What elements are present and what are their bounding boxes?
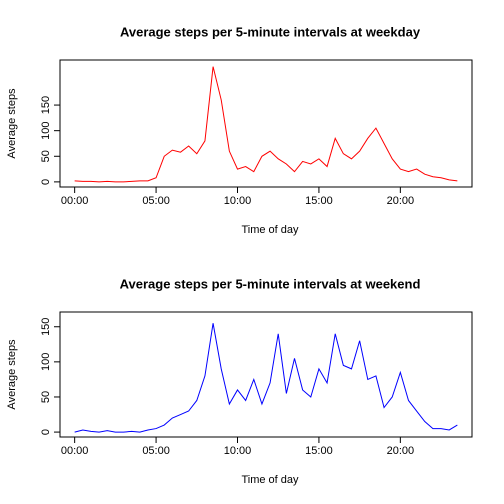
x-tick-label: 20:00 bbox=[387, 195, 415, 207]
x-tick-label: 00:00 bbox=[61, 195, 89, 207]
y-axis-label: Average steps bbox=[6, 339, 18, 410]
x-tick-label: 10:00 bbox=[224, 445, 252, 457]
line-series bbox=[74, 66, 458, 183]
line-series bbox=[74, 323, 458, 433]
y-tick-label: 50 bbox=[40, 391, 52, 403]
y-tick-label: 100 bbox=[40, 353, 52, 371]
y-axis-label: Average steps bbox=[6, 88, 18, 159]
x-axis-label: Time of day bbox=[241, 474, 299, 486]
x-tick-label: 15:00 bbox=[305, 195, 333, 207]
y-tick-label: 150 bbox=[40, 318, 52, 336]
x-tick-label: 20:00 bbox=[387, 445, 415, 457]
x-tick-label: 15:00 bbox=[305, 445, 333, 457]
y-tick-label: 150 bbox=[40, 96, 52, 114]
y-tick-label: 100 bbox=[40, 121, 52, 139]
chart-title: Average steps per 5-minute intervals at … bbox=[120, 24, 421, 39]
x-tick-label: 10:00 bbox=[224, 195, 252, 207]
x-tick-label: 05:00 bbox=[142, 195, 170, 207]
y-tick-label: 0 bbox=[40, 179, 52, 185]
y-tick-label: 0 bbox=[40, 429, 52, 435]
chart-title: Average steps per 5-minute intervals at … bbox=[120, 276, 421, 291]
x-tick-label: 05:00 bbox=[142, 445, 170, 457]
plot-box bbox=[59, 311, 473, 438]
x-tick-label: 00:00 bbox=[61, 445, 89, 457]
plot-box bbox=[59, 59, 473, 188]
y-tick-label: 50 bbox=[40, 150, 52, 162]
x-axis-label: Time of day bbox=[241, 224, 299, 236]
